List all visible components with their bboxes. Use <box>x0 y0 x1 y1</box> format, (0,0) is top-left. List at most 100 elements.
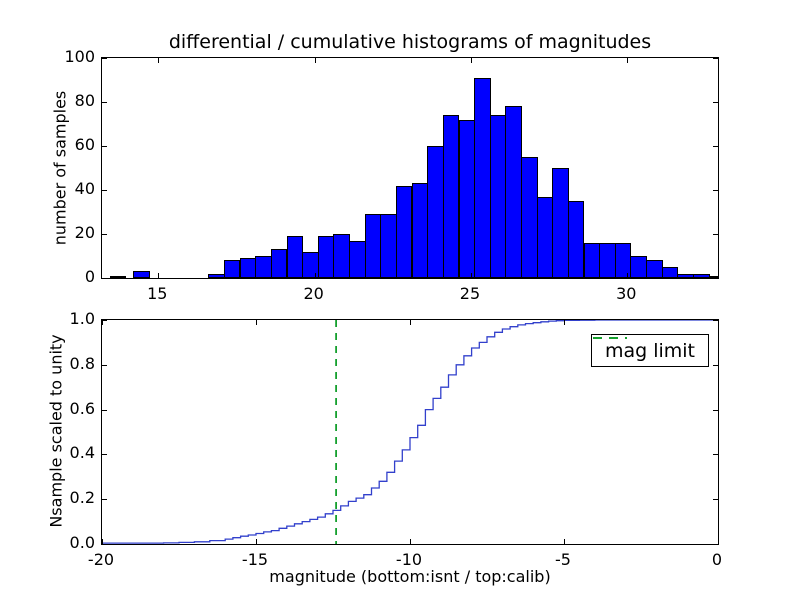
histogram-bar <box>109 275 127 278</box>
x-tick-mark <box>256 539 257 544</box>
histogram-bar <box>349 240 366 278</box>
legend-label: mag limit <box>604 339 695 362</box>
x-tick-mark <box>410 539 411 544</box>
y-tick-label: 20 <box>74 223 95 242</box>
histogram-bar <box>614 242 632 278</box>
bottom-plot-area <box>102 320 718 544</box>
x-tick-mark <box>471 58 472 63</box>
y-tick-mark <box>102 102 107 103</box>
histogram-bar <box>521 157 538 278</box>
y-tick-mark <box>713 102 718 103</box>
histogram-bar <box>333 234 350 278</box>
histogram-bar <box>364 214 382 278</box>
y-tick-label: 0.8 <box>69 353 95 373</box>
legend-box: mag limit <box>590 334 709 367</box>
histogram-bar <box>286 236 304 278</box>
y-tick-mark <box>713 365 718 366</box>
y-tick-label: 0.2 <box>69 488 95 508</box>
histogram-bar <box>708 275 718 278</box>
histogram-bar <box>208 273 225 278</box>
histogram-bar <box>239 258 257 278</box>
y-tick-label: 80 <box>74 91 95 110</box>
histogram-bar <box>489 115 507 278</box>
cumulative-plot-canvas <box>102 320 718 544</box>
histogram-bar <box>583 242 601 278</box>
y-tick-mark <box>713 234 718 235</box>
histogram-bar <box>223 260 241 278</box>
y-tick-mark <box>102 365 107 366</box>
top-plot-area <box>102 58 718 278</box>
y-tick-mark <box>713 499 718 500</box>
histogram-bar <box>427 146 444 278</box>
x-tick-mark <box>102 320 103 325</box>
x-axis-label: magnitude (bottom:isnt / top:calib) <box>269 567 551 586</box>
x-tick-label: 20 <box>303 284 324 303</box>
histogram-bar <box>458 119 476 278</box>
y-tick-mark <box>713 410 718 411</box>
histogram-bar <box>693 273 710 278</box>
histogram-bar <box>380 214 397 278</box>
histogram-bar <box>395 185 413 278</box>
y-tick-mark <box>102 410 107 411</box>
legend-dashed-line-sample <box>592 337 627 339</box>
histogram-bar <box>567 201 585 278</box>
x-tick-mark <box>102 539 103 544</box>
x-tick-mark <box>315 58 316 63</box>
y-tick-label: 0.0 <box>69 533 95 552</box>
histogram-bar <box>536 196 554 278</box>
histogram-bar <box>255 256 272 278</box>
histogram-bar <box>442 115 460 278</box>
y-tick-mark <box>102 454 107 455</box>
y-tick-label: 0.6 <box>69 398 95 418</box>
y-tick-mark <box>102 190 107 191</box>
y-tick-mark <box>102 234 107 235</box>
histogram-bar <box>630 256 647 278</box>
x-tick-label: 25 <box>459 284 481 303</box>
histogram-bar <box>646 260 663 278</box>
y-tick-label: 1.0 <box>69 309 95 328</box>
histogram-bar <box>505 106 522 278</box>
x-tick-mark <box>158 58 159 63</box>
x-tick-mark <box>158 273 159 278</box>
y-tick-mark <box>713 454 718 455</box>
x-tick-label: 15 <box>147 284 168 303</box>
x-tick-label: 30 <box>616 284 637 303</box>
y-tick-mark <box>102 320 107 321</box>
y-tick-mark <box>713 320 718 321</box>
x-tick-mark <box>315 273 316 278</box>
y-tick-label: 100 <box>64 47 95 66</box>
x-tick-mark <box>256 320 257 325</box>
bottom-cumulative-axes: mag limit <box>101 319 719 545</box>
y-tick-mark <box>102 146 107 147</box>
x-tick-label: -15 <box>241 550 269 569</box>
x-tick-mark <box>564 320 565 325</box>
y-tick-mark <box>102 499 107 500</box>
histogram-bar <box>270 249 288 278</box>
x-tick-label: -10 <box>395 550 423 569</box>
figure-title: differential / cumulative histograms of … <box>168 31 652 53</box>
histogram-bar <box>661 267 679 278</box>
y-tick-mark <box>713 58 718 59</box>
y-tick-mark <box>102 58 107 59</box>
histogram-bar <box>677 273 694 278</box>
histogram-bar <box>133 271 150 278</box>
x-tick-mark <box>564 539 565 544</box>
histogram-bar <box>302 251 319 278</box>
x-tick-mark <box>471 273 472 278</box>
x-tick-label: 0 <box>711 550 723 569</box>
y-tick-label: 0.4 <box>69 443 95 463</box>
x-tick-mark <box>410 320 411 325</box>
x-tick-label: -5 <box>555 550 571 569</box>
y-tick-label: 40 <box>74 179 95 198</box>
histogram-bar <box>552 168 569 278</box>
cumulative-curve <box>102 320 718 544</box>
x-tick-mark <box>627 58 628 63</box>
y-tick-mark <box>713 190 718 191</box>
histogram-bar <box>317 236 335 278</box>
histogram-bar <box>474 77 491 278</box>
y-tick-label: 0 <box>84 267 95 286</box>
x-tick-mark <box>627 273 628 278</box>
histogram-bar <box>411 183 429 278</box>
histogram-bar <box>599 242 616 278</box>
